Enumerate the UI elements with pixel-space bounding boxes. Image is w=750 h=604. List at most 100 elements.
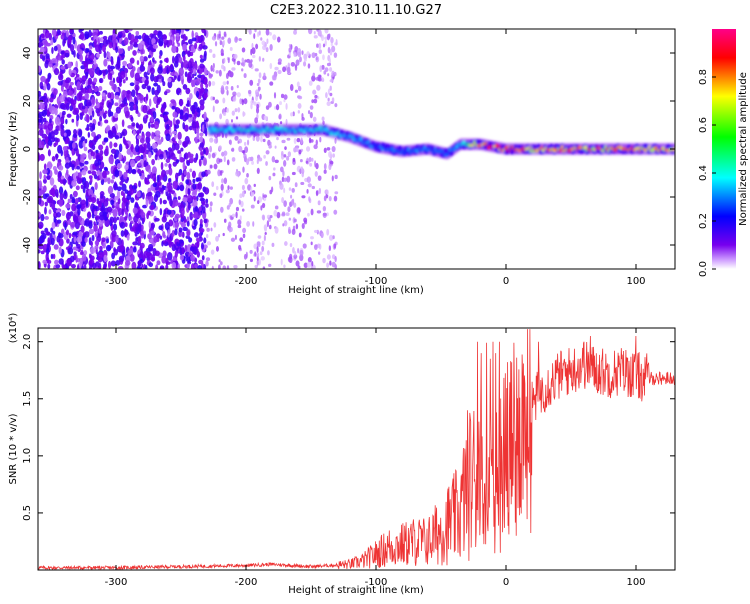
noise-speckle <box>178 67 184 77</box>
noise-speckle <box>106 206 113 213</box>
noise-speckle <box>308 29 313 35</box>
noise-speckle <box>166 209 172 215</box>
noise-speckle <box>309 105 314 110</box>
noise-speckle <box>121 131 125 136</box>
noise-speckle <box>279 101 282 106</box>
noise-speckle <box>145 114 149 119</box>
figure-title: C2E3.2022.310.11.10.G27 <box>270 3 442 18</box>
noise-speckle <box>287 256 292 263</box>
noise-speckle <box>96 200 102 205</box>
noise-speckle <box>214 99 219 104</box>
noise-speckle <box>317 175 322 181</box>
noise-speckle <box>142 104 148 114</box>
noise-speckle <box>196 90 200 98</box>
noise-speckle <box>126 234 130 241</box>
noise-speckle <box>67 198 72 204</box>
noise-speckle <box>265 47 269 53</box>
noise-speckle <box>187 202 191 211</box>
noise-speckle <box>93 221 96 226</box>
noise-speckle <box>228 221 232 228</box>
noise-speckle <box>186 220 190 227</box>
noise-speckle <box>94 240 100 246</box>
noise-speckle <box>318 187 322 195</box>
noise-speckle <box>99 30 103 35</box>
noise-speckle <box>240 200 244 208</box>
noise-speckle <box>151 107 156 112</box>
noise-speckle <box>185 187 188 196</box>
noise-speckle <box>73 215 79 225</box>
noise-speckle <box>272 34 277 41</box>
noise-speckle <box>79 251 84 256</box>
noise-speckle <box>315 190 319 197</box>
noise-speckle <box>241 57 245 63</box>
noise-speckle <box>329 160 334 165</box>
noise-speckle <box>225 189 230 194</box>
noise-speckle <box>90 32 94 36</box>
noise-speckle <box>293 202 297 208</box>
noise-speckle <box>40 85 44 90</box>
noise-speckle <box>331 97 335 103</box>
noise-speckle <box>171 45 177 54</box>
noise-speckle <box>254 89 260 96</box>
noise-speckle <box>67 129 71 137</box>
noise-speckle <box>219 170 223 176</box>
noise-speckle <box>256 252 260 258</box>
noise-speckle <box>246 139 250 146</box>
noise-speckle <box>205 260 209 267</box>
snr-y-label: SNR (10 * v/v) <box>8 413 19 484</box>
noise-speckle <box>231 67 236 71</box>
noise-speckle <box>76 113 80 122</box>
noise-speckle <box>142 254 146 261</box>
noise-speckle <box>137 42 143 50</box>
noise-speckle <box>93 77 98 83</box>
noise-speckle <box>323 147 327 153</box>
noise-speckle <box>169 198 173 207</box>
noise-speckle <box>67 90 74 96</box>
noise-speckle <box>141 83 147 90</box>
noise-speckle <box>42 169 48 175</box>
noise-speckle <box>147 151 152 158</box>
noise-speckle <box>44 201 48 207</box>
colorbar-gradient <box>712 29 736 269</box>
noise-speckle <box>136 60 140 66</box>
noise-speckle <box>256 260 259 267</box>
noise-speckle <box>207 71 210 75</box>
noise-speckle <box>300 137 303 145</box>
noise-speckle <box>160 161 164 171</box>
noise-speckle <box>137 112 141 118</box>
noise-speckle <box>219 193 223 199</box>
noise-speckle <box>310 241 313 246</box>
noise-speckle <box>200 151 204 156</box>
noise-speckle <box>314 229 318 234</box>
noise-speckle <box>185 179 190 185</box>
noise-speckle <box>50 227 54 233</box>
noise-speckle <box>198 206 202 212</box>
noise-speckle <box>150 230 155 236</box>
noise-speckle <box>328 245 332 252</box>
noise-speckle <box>178 139 182 146</box>
noise-speckle <box>166 66 169 75</box>
noise-speckle <box>132 50 137 56</box>
colorbar-tick-label: 0.6 <box>698 117 709 133</box>
noise-speckle <box>163 114 168 120</box>
noise-speckle <box>114 169 120 178</box>
noise-speckle <box>66 238 70 244</box>
noise-speckle <box>152 182 158 188</box>
noise-speckle <box>229 186 233 190</box>
noise-speckle <box>45 252 49 262</box>
noise-speckle <box>66 257 71 267</box>
noise-speckle <box>38 41 42 48</box>
noise-speckle <box>147 233 152 240</box>
noise-speckle <box>218 259 221 263</box>
noise-speckle <box>173 156 177 161</box>
x-tick-label: 0 <box>503 577 509 588</box>
y-tick-label: 0 <box>22 146 33 152</box>
noise-speckle <box>231 157 236 162</box>
noise-speckle <box>94 159 100 167</box>
noise-speckle <box>251 42 254 49</box>
noise-speckle <box>299 56 302 63</box>
noise-speckle <box>120 230 125 237</box>
noise-speckle <box>288 187 292 191</box>
noise-speckle <box>123 37 129 46</box>
noise-speckle <box>189 93 193 100</box>
